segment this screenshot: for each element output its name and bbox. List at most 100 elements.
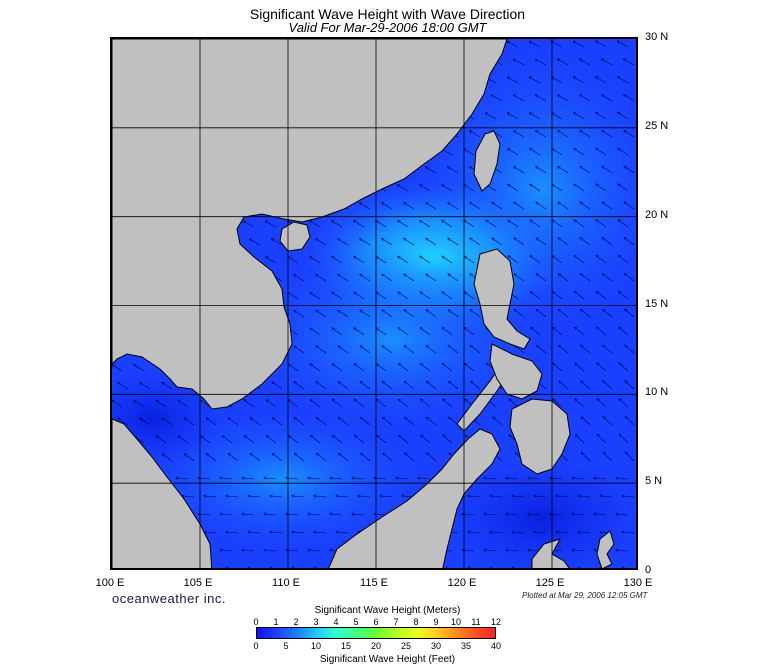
wave-direction-arrow [339, 418, 349, 426]
wave-direction-arrow [470, 203, 481, 210]
wave-direction-arrow [442, 328, 453, 336]
wave-direction-arrow [308, 478, 321, 479]
wave-direction-arrow [581, 417, 591, 426]
wave-direction-arrow [264, 478, 277, 479]
legend-meters-tick: 2 [293, 617, 299, 627]
wave-direction-arrow [536, 167, 547, 174]
wave-direction-arrow [618, 148, 629, 156]
wave-direction-arrow [530, 184, 541, 192]
wave-direction-arrow [118, 418, 129, 426]
wave-direction-arrow [624, 59, 635, 66]
wave-direction-arrow [314, 532, 327, 533]
wave-direction-arrow [535, 59, 547, 66]
wave-direction-arrow [448, 310, 459, 318]
wave-direction-arrow [553, 292, 563, 300]
map-subtitle: Valid For Mar-29-2006 18:00 GMT [288, 20, 487, 35]
wave-direction-arrow [317, 453, 327, 462]
wave-direction-arrow [354, 221, 365, 228]
wave-direction-arrow [182, 496, 195, 497]
wave-direction-arrow [619, 435, 629, 444]
wave-direction-arrow [418, 478, 431, 479]
wave-direction-arrow [376, 221, 387, 228]
wave-direction-arrow [355, 400, 365, 408]
wave-direction-arrow [449, 381, 459, 390]
wave-direction-arrow [486, 113, 497, 120]
wave-direction-arrow [464, 328, 475, 336]
wave-direction-arrow [448, 274, 459, 282]
wave-direction-arrow [530, 113, 541, 120]
wave-direction-arrow [514, 238, 525, 246]
wave-direction-arrow [360, 274, 371, 282]
wave-direction-arrow [200, 400, 211, 408]
wave-direction-arrow [244, 436, 255, 444]
wave-direction-arrow [332, 292, 343, 300]
wave-direction-arrow [602, 59, 613, 66]
wave-direction-arrow [558, 166, 569, 174]
wave-direction-arrow [310, 400, 321, 408]
wave-direction-arrow [272, 418, 283, 426]
wave-direction-arrow [310, 364, 321, 372]
wave-direction-arrow [625, 417, 635, 426]
wave-direction-arrow [361, 418, 371, 426]
wave-direction-arrow [490, 532, 503, 533]
wave-direction-arrow [398, 292, 409, 300]
wave-direction-arrow [619, 327, 629, 336]
wave-direction-arrow [421, 364, 431, 372]
wave-direction-arrow [559, 345, 569, 354]
wave-direction-arrow [176, 478, 189, 479]
wave-direction-arrow [536, 95, 547, 102]
wave-direction-arrow [270, 496, 283, 497]
wave-direction-arrow [178, 400, 189, 408]
wave-direction-arrow [506, 514, 519, 515]
legend-color-bar [256, 627, 496, 639]
wave-direction-arrow [530, 256, 541, 264]
wave-direction-arrow [442, 292, 453, 300]
wave-direction-arrow [332, 364, 343, 372]
wave-direction-arrow [594, 514, 607, 515]
wave-direction-arrow [184, 418, 195, 426]
wave-direction-arrow [626, 453, 635, 462]
wave-direction-arrow [140, 382, 151, 390]
legend-feet-tick: 30 [430, 641, 442, 651]
wave-direction-arrow [618, 184, 629, 192]
wave-direction-arrow [616, 514, 629, 515]
wave-direction-arrow [443, 399, 453, 408]
land-hainan [279, 221, 311, 252]
wave-direction-arrow [184, 454, 195, 462]
wave-direction-arrow [603, 381, 613, 390]
wave-direction-arrow [553, 399, 563, 408]
wave-direction-arrow [355, 435, 365, 444]
wave-direction-arrow [580, 238, 591, 246]
wave-direction-arrow [226, 532, 239, 533]
wave-direction-arrow [292, 532, 305, 533]
land-borneo [328, 428, 501, 568]
land-taiwan [473, 130, 501, 192]
wave-direction-arrow [512, 496, 525, 497]
wave-direction-arrow [616, 478, 629, 479]
wave-direction-arrow [528, 514, 541, 515]
legend-feet-tick: 20 [370, 641, 382, 651]
wave-direction-arrow [338, 239, 349, 246]
wave-direction-arrow [382, 310, 393, 318]
wave-direction-arrow [596, 41, 607, 48]
wave-direction-arrow [294, 310, 305, 318]
wave-direction-arrow [575, 363, 585, 372]
wave-direction-arrow [226, 568, 238, 569]
land-luzon [473, 248, 531, 350]
wave-direction-arrow [530, 77, 541, 84]
wave-direction-arrow [618, 256, 629, 264]
wave-direction-arrow [507, 77, 519, 84]
wave-direction-arrow [398, 364, 409, 372]
wave-direction-arrow [512, 568, 524, 569]
wave-direction-arrow [514, 131, 525, 138]
longitude-label: 130 E [623, 577, 653, 589]
wave-direction-arrow [534, 532, 547, 533]
wave-direction-arrow [292, 496, 305, 497]
wave-direction-arrow [360, 203, 371, 210]
wave-direction-arrow [578, 532, 591, 533]
wave-direction-arrow [404, 274, 415, 282]
wave-direction-arrow [156, 400, 167, 408]
wave-direction-arrow [398, 185, 409, 192]
legend-title-meters: Significant Wave Height (Meters) [314, 605, 461, 616]
wave-direction-arrow [421, 399, 431, 408]
